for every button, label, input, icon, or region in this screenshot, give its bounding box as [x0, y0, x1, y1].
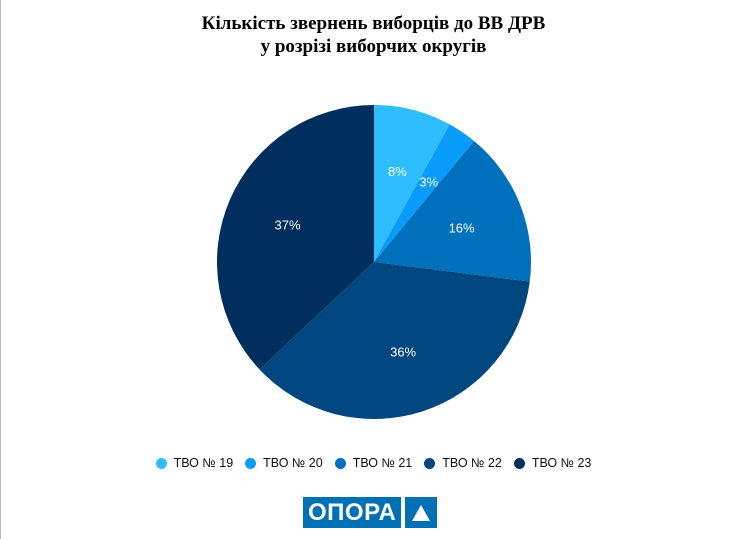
- slice-label-5: 37%: [275, 218, 301, 233]
- slice-label-4: 36%: [390, 345, 416, 360]
- logo-text: ОПОРА: [303, 497, 402, 528]
- pie-slice-1: [374, 105, 450, 262]
- pie-slice-5: [216, 105, 374, 370]
- chart-title-line2: у розрізі виборчих округів: [260, 36, 487, 57]
- slice-label-3: 16%: [449, 220, 475, 235]
- legend-label: ТВО № 23: [531, 456, 592, 470]
- legend-marker: [245, 457, 257, 469]
- legend-item: ТВО № 22: [424, 456, 502, 470]
- slice-label-1: 8%: [388, 164, 407, 179]
- legend-label: ТВО № 21: [352, 456, 413, 470]
- chart-title: Кількість звернень виборців до ВВ ДРВ у …: [1, 12, 745, 58]
- pie-chart: 8% 3% 16% 36% 37%: [216, 105, 531, 420]
- legend-item: ТВО № 21: [334, 456, 413, 470]
- pie-slice-2: [374, 124, 475, 262]
- legend: ТВО № 19 ТВО № 20 ТВО № 21 ТВО № 22 ТВО № 23: [1, 456, 745, 470]
- triangle-icon: [405, 497, 438, 528]
- legend-marker: [155, 457, 167, 469]
- legend-marker: [513, 457, 525, 469]
- legend-item: ТВО № 23: [513, 456, 592, 470]
- legend-marker: [424, 457, 436, 469]
- pie-slice-3: [374, 141, 531, 282]
- pie-slice-4: [259, 262, 530, 420]
- legend-label: ТВО № 20: [263, 456, 323, 470]
- opora-logo: ОПОРА: [303, 497, 438, 528]
- legend-item: ТВО № 19: [155, 456, 234, 470]
- legend-label: ТВО № 22: [442, 456, 502, 470]
- legend-marker: [334, 457, 346, 469]
- chart-title-line1: Кількість звернень виборців до ВВ ДРВ: [201, 13, 546, 34]
- legend-item: ТВО № 20: [245, 456, 323, 470]
- slice-label-2: 3%: [419, 174, 438, 189]
- legend-label: ТВО № 19: [173, 456, 234, 470]
